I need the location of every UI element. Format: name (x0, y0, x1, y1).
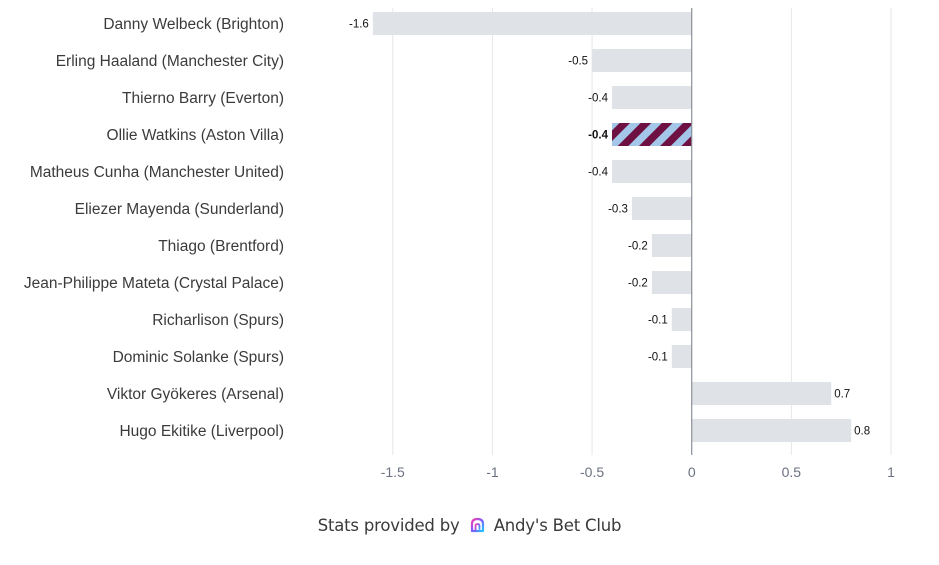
bar (691, 382, 832, 405)
value-label: -0.3 (608, 204, 628, 216)
logo-inner (474, 523, 481, 532)
category-label: Viktor Gyökeres (Arsenal) (107, 386, 284, 403)
category-label: Thierno Barry (Everton) (122, 90, 284, 107)
bar (651, 271, 692, 294)
bar (671, 345, 692, 368)
value-label: -0.4 (588, 167, 608, 179)
value-label: -0.4 (588, 93, 608, 105)
category-label: Ollie Watkins (Aston Villa) (107, 127, 284, 144)
footer-credit: Stats provided by Andy's Bet Club (0, 516, 939, 535)
x-tick-label: -1 (486, 464, 499, 480)
value-label: -0.1 (648, 352, 668, 364)
value-labels: -1.6 -0.5 -0.4 -0.4 -0.4 -0.3 -0.2 -0.2 -0.1 -0.1… (349, 19, 870, 438)
bar (592, 49, 692, 72)
category-label: Matheus Cunha (Manchester United) (30, 164, 284, 181)
logo-outer (470, 517, 484, 533)
bar (691, 419, 852, 442)
category-label: Thiago (Brentford) (158, 238, 284, 255)
value-label: 0.7 (834, 389, 850, 401)
value-label: -0.4 (588, 130, 608, 142)
footer-brand: Andy's Bet Club (493, 516, 622, 535)
value-label: -0.2 (628, 278, 648, 290)
abc-logo-icon (470, 517, 484, 533)
x-tick-label: 0.5 (782, 464, 802, 480)
bar (612, 86, 692, 109)
bar (671, 308, 692, 331)
value-label: -0.2 (628, 241, 648, 253)
x-tick-label: -1.5 (381, 464, 405, 480)
bar-chart: Danny Welbeck (Brighton) Erling Haaland (… (24, 8, 895, 480)
bar (612, 160, 692, 183)
x-axis-ticks: -1.5 -1 -0.5 0 0.5 1 (381, 464, 895, 480)
bar (651, 234, 692, 257)
x-tick-label: 1 (887, 464, 895, 480)
value-label: 0.8 (854, 426, 870, 438)
category-label: Hugo Ekitike (Liverpool) (119, 423, 284, 440)
x-tick-label: 0 (688, 464, 696, 480)
bar (631, 197, 692, 220)
x-tick-label: -0.5 (580, 464, 604, 480)
bar-highlight (612, 123, 692, 146)
gridlines (392, 8, 892, 455)
bars (372, 12, 852, 442)
footer-prefix: Stats provided by (317, 516, 460, 535)
category-label: Dominic Solanke (Spurs) (113, 349, 284, 366)
bar (372, 12, 692, 35)
category-label: Danny Welbeck (Brighton) (103, 16, 284, 33)
category-label: Richarlison (Spurs) (152, 312, 284, 329)
value-label: -1.6 (349, 19, 369, 31)
category-label: Jean-Philippe Mateta (Crystal Palace) (24, 275, 284, 292)
category-labels: Danny Welbeck (Brighton) Erling Haaland (… (24, 16, 284, 440)
value-label: -0.5 (568, 56, 588, 68)
value-label: -0.1 (648, 315, 668, 327)
category-label: Erling Haaland (Manchester City) (56, 53, 284, 70)
category-label: Eliezer Mayenda (Sunderland) (75, 201, 284, 218)
